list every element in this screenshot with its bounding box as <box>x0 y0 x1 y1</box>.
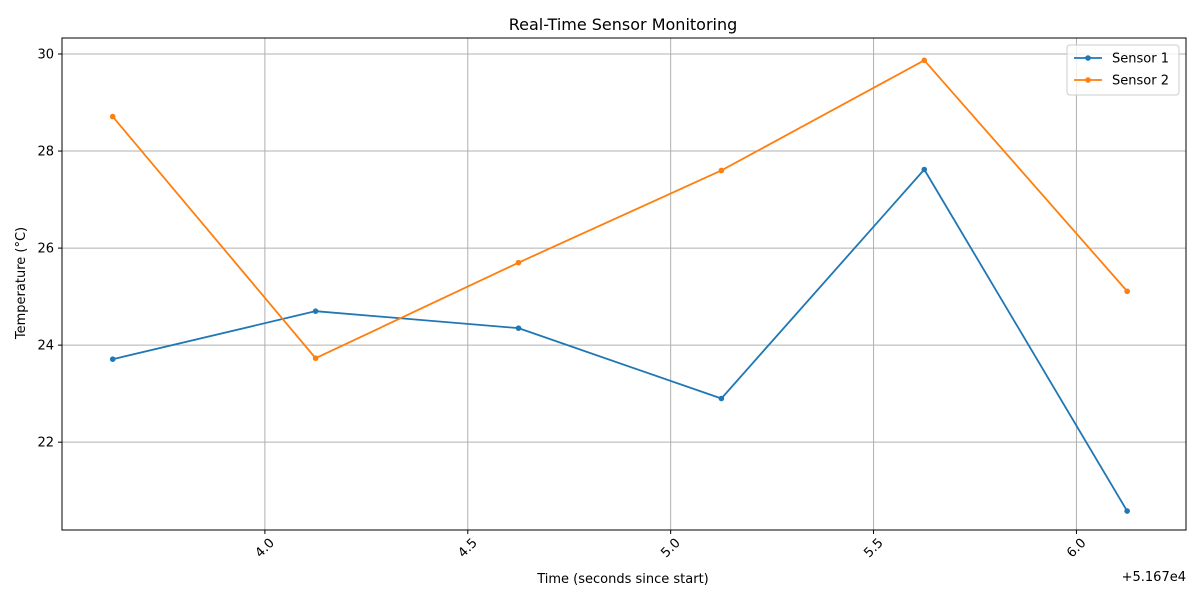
y-axis-ticks: 22 24 26 28 30 <box>37 48 62 451</box>
series-line-sensor-2 <box>112 59 1128 360</box>
chart-title: Real-Time Sensor Monitoring <box>509 15 738 34</box>
data-point-sensor-2 <box>312 355 319 362</box>
legend-label-sensor-2: Sensor 2 <box>1112 74 1169 89</box>
y-tick-label: 30 <box>37 48 54 63</box>
data-point-sensor-1 <box>515 325 522 331</box>
legend: Sensor 1 Sensor 2 <box>1066 44 1180 96</box>
x-axis-offset-label: +5.167e4 <box>1122 570 1186 585</box>
legend-marker-sensor-1 <box>1085 55 1091 61</box>
data-point-sensor-2 <box>921 57 928 64</box>
data-point-sensor-1 <box>921 166 928 173</box>
data-point-sensor-2 <box>718 167 725 174</box>
plot-frame <box>61 37 1187 531</box>
x-axis-label: Time (seconds since start) <box>536 572 709 587</box>
data-point-sensor-1 <box>109 356 116 363</box>
legend-label-sensor-1: Sensor 1 <box>1112 52 1169 67</box>
data-point-sensor-1 <box>1124 508 1130 514</box>
grid <box>62 38 1186 530</box>
y-tick-label: 28 <box>37 145 54 160</box>
y-tick-label: 22 <box>37 436 54 451</box>
y-axis-label: Temperature (°C) <box>14 227 29 340</box>
y-tick-label: 24 <box>37 339 54 354</box>
series-layer <box>109 57 1130 514</box>
data-point-sensor-2 <box>515 259 522 266</box>
legend-marker-sensor-2 <box>1085 77 1091 83</box>
y-tick-label: 26 <box>37 242 54 257</box>
data-point-sensor-2 <box>109 113 116 120</box>
data-point-sensor-2 <box>1124 288 1130 295</box>
data-point-sensor-1 <box>718 395 725 402</box>
data-point-sensor-1 <box>312 308 319 314</box>
